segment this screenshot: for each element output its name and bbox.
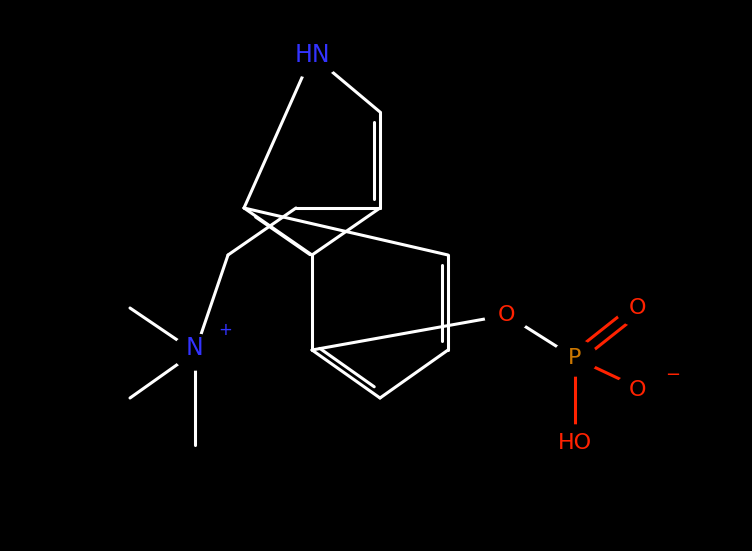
Text: HO: HO <box>558 433 592 453</box>
Ellipse shape <box>282 33 342 77</box>
Text: N: N <box>186 336 204 360</box>
Text: O: O <box>629 298 647 318</box>
Text: +: + <box>218 321 232 339</box>
Text: −: − <box>666 366 681 384</box>
Ellipse shape <box>547 425 603 461</box>
Text: HN: HN <box>294 43 330 67</box>
Text: O: O <box>629 380 647 400</box>
Ellipse shape <box>485 297 529 333</box>
Ellipse shape <box>173 334 217 370</box>
Ellipse shape <box>615 372 671 408</box>
Text: P: P <box>569 348 582 368</box>
Text: O: O <box>499 305 516 325</box>
Ellipse shape <box>553 340 597 376</box>
Ellipse shape <box>616 290 660 326</box>
